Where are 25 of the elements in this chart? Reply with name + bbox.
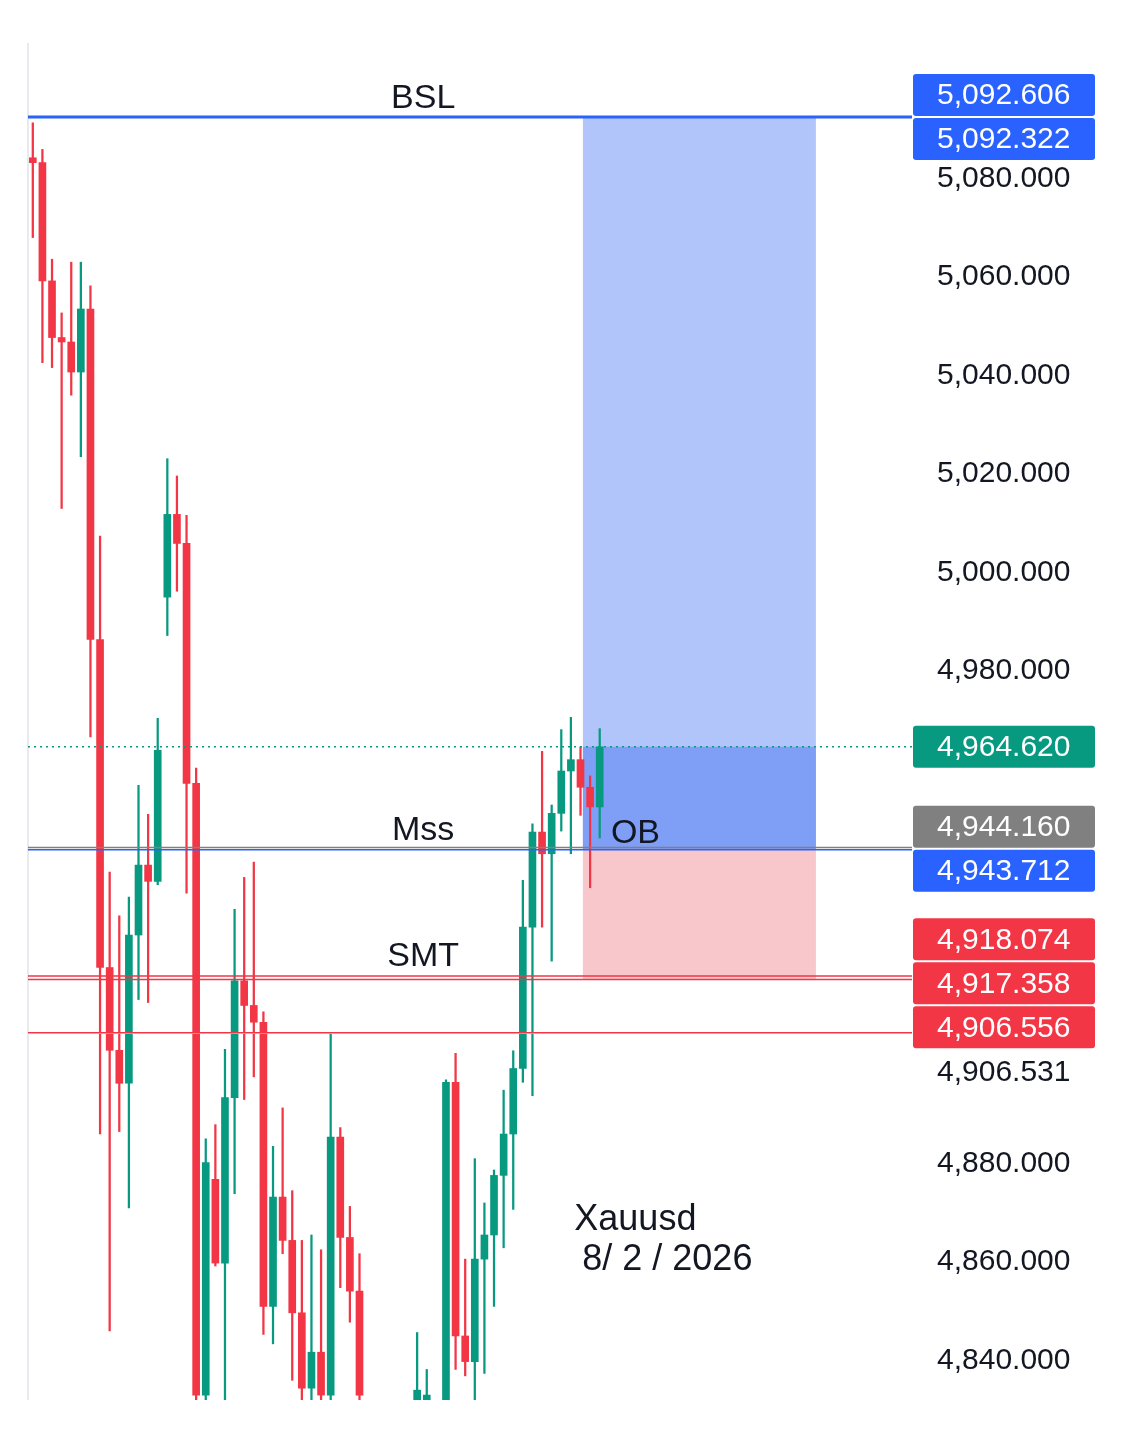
y-tick-label: 4,860.000	[937, 1243, 1071, 1277]
y-tick-label: 5,040.000	[937, 356, 1071, 390]
y-tick-label: 5,000.000	[937, 553, 1071, 587]
y-tick-label: 5,080.000	[937, 159, 1071, 193]
annotation: SMT	[387, 935, 460, 974]
annotation: Mss	[391, 809, 455, 848]
ref-line-label: 4,906.556	[937, 1009, 1071, 1043]
candlestick	[307, 1234, 316, 1400]
annotation: BSL	[391, 77, 456, 116]
annotation: OB	[610, 812, 661, 851]
y-tick-label: 5,020.000	[937, 455, 1071, 489]
ref-line-label: 5,092.606	[937, 77, 1071, 111]
ref-line-label: 4,944.160	[937, 808, 1071, 842]
ref-line-label: 4,918.074	[937, 921, 1071, 955]
y-tick-label: 5,060.000	[937, 258, 1071, 292]
text: 8/ 2 / 2026	[582, 1236, 753, 1278]
y-tick-label: 4,980.000	[937, 652, 1071, 686]
y-tick-label: 4,880.000	[937, 1144, 1071, 1178]
ref-line-label: 4,943.712	[937, 852, 1071, 886]
ref-line-label: 4,917.358	[937, 965, 1071, 999]
y-tick-label: 4,840.000	[937, 1341, 1071, 1375]
ref-line-label: 4,906.531	[937, 1053, 1071, 1087]
ref-line-label: 5,092.322	[937, 121, 1071, 155]
ref-line-label: 4,964.620	[937, 729, 1071, 763]
text: Xauusd	[574, 1196, 697, 1238]
